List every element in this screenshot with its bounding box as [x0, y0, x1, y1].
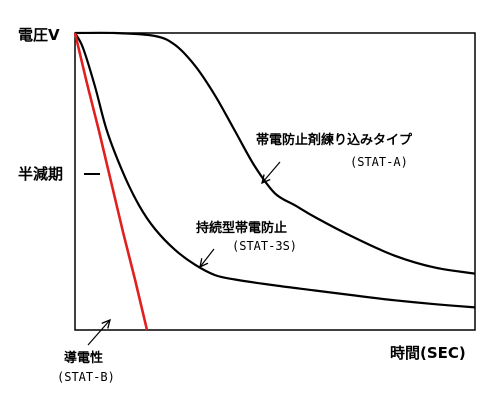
- stat-b-code: (STAT-B): [57, 370, 115, 384]
- stat-b-title: 導電性: [64, 350, 103, 366]
- half-life-label: 半減期: [18, 165, 63, 183]
- stat-a-code: (STAT-A): [350, 155, 408, 169]
- stat-b-arrow: [87, 320, 110, 346]
- series-line-stat-b: [73, 32, 149, 331]
- stat-3s-arrow: [200, 248, 215, 267]
- stat-3s-title: 持続型帯電防止: [196, 220, 287, 236]
- series-line-stat-a: [74, 31, 476, 275]
- y-axis-label: 電圧V: [18, 26, 60, 44]
- series-line-stat-3s: [74, 32, 476, 309]
- stat-a-arrow: [262, 161, 281, 183]
- stat-3s-code: (STAT-3S): [232, 239, 297, 253]
- stat-a-title: 帯電防止剤練り込みタイプ: [256, 132, 413, 148]
- x-axis-label: 時間(SEC): [390, 344, 466, 362]
- plot-frame: [74, 32, 476, 331]
